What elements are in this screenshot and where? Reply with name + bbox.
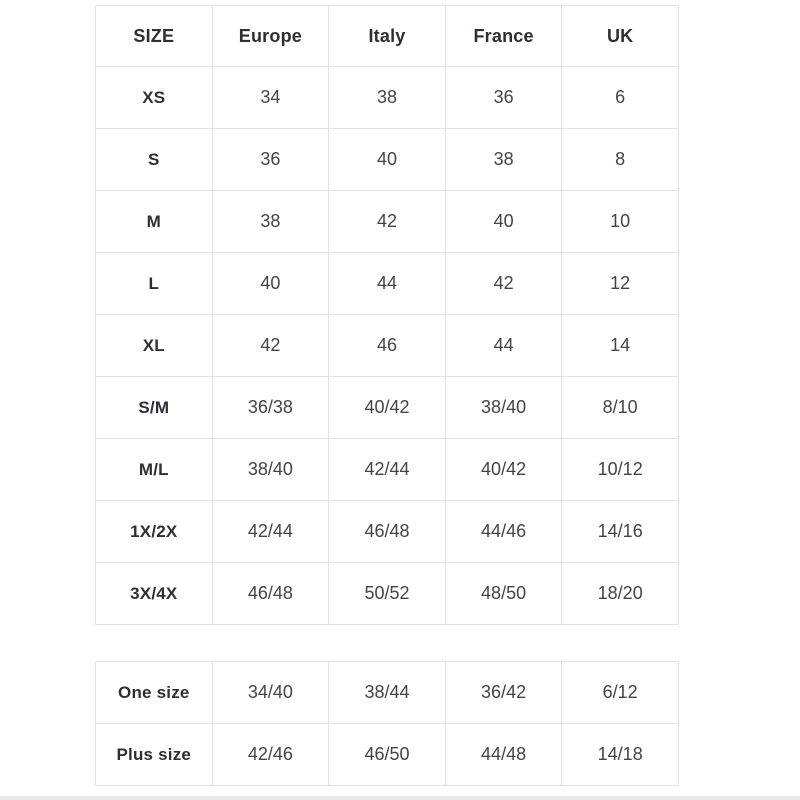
size-value-cell: 46/48 xyxy=(211,562,330,625)
size-label-cell: M xyxy=(95,190,213,253)
table-row: One size 34/40 38/44 36/42 6/12 xyxy=(95,661,679,724)
size-value-cell: 14/18 xyxy=(561,723,679,786)
size-value-cell: 44 xyxy=(328,252,446,315)
size-value-cell: 46/48 xyxy=(328,500,446,563)
table-row: S 36 40 38 8 xyxy=(95,128,679,191)
size-value-cell: 46 xyxy=(328,314,446,377)
size-label-cell: Plus size xyxy=(95,723,213,786)
size-value-cell: 6 xyxy=(561,66,679,129)
size-value-cell: 40 xyxy=(328,128,446,191)
size-value-cell: 36/42 xyxy=(444,661,563,724)
size-value-cell: 42 xyxy=(211,314,330,377)
main-size-table: SIZE Europe Italy France UK XS 34 38 36 6 S 36 40 38… xyxy=(95,5,679,625)
size-value-cell: 36/38 xyxy=(211,376,330,439)
size-value-cell: 42 xyxy=(328,190,446,253)
size-label-cell: M/L xyxy=(95,438,213,501)
size-value-cell: 38/40 xyxy=(444,376,563,439)
size-value-cell: 10 xyxy=(561,190,679,253)
secondary-size-table: One size 34/40 38/44 36/42 6/12 Plus size 42/4… xyxy=(95,661,679,786)
size-chart: SIZE Europe Italy France UK XS 34 38 36 6 S 36 40 38… xyxy=(95,5,679,786)
size-value-cell: 40/42 xyxy=(444,438,563,501)
size-value-cell: 10/12 xyxy=(561,438,679,501)
table-row: XL 42 46 44 14 xyxy=(95,314,679,377)
table-row: M 38 42 40 10 xyxy=(95,190,679,253)
header-cell: France xyxy=(444,5,563,67)
header-row: SIZE Europe Italy France UK xyxy=(95,5,679,67)
size-label-cell: L xyxy=(95,252,213,315)
size-value-cell: 38/44 xyxy=(328,661,446,724)
size-label-cell: XS xyxy=(95,66,213,129)
table-row: L 40 44 42 12 xyxy=(95,252,679,315)
size-value-cell: 36 xyxy=(211,128,330,191)
header-cell: UK xyxy=(561,5,679,67)
size-label-cell: S/M xyxy=(95,376,213,439)
size-value-cell: 40 xyxy=(444,190,563,253)
table-row: XS 34 38 36 6 xyxy=(95,66,679,129)
size-value-cell: 42/44 xyxy=(211,500,330,563)
size-value-cell: 42/44 xyxy=(328,438,446,501)
size-value-cell: 36 xyxy=(444,66,563,129)
header-cell: Europe xyxy=(211,5,330,67)
main-table-body: XS 34 38 36 6 S 36 40 38 8 M 38 42 40 10 L 40 44 42 12 XL 42 4… xyxy=(95,66,679,625)
size-value-cell: 50/52 xyxy=(328,562,446,625)
size-value-cell: 40/42 xyxy=(328,376,446,439)
size-value-cell: 12 xyxy=(561,252,679,315)
size-label-cell: 1X/2X xyxy=(95,500,213,563)
size-value-cell: 18/20 xyxy=(561,562,679,625)
size-label-cell: 3X/4X xyxy=(95,562,213,625)
size-value-cell: 34 xyxy=(211,66,330,129)
header-cell: Italy xyxy=(328,5,446,67)
table-row: 3X/4X 46/48 50/52 48/50 18/20 xyxy=(95,562,679,625)
size-value-cell: 34/40 xyxy=(211,661,330,724)
header-cell: SIZE xyxy=(95,5,213,67)
size-value-cell: 44/48 xyxy=(444,723,563,786)
size-value-cell: 48/50 xyxy=(444,562,563,625)
size-value-cell: 38/40 xyxy=(211,438,330,501)
size-value-cell: 6/12 xyxy=(561,661,679,724)
size-value-cell: 8/10 xyxy=(561,376,679,439)
table-row: M/L 38/40 42/44 40/42 10/12 xyxy=(95,438,679,501)
size-value-cell: 40 xyxy=(211,252,330,315)
table-row: S/M 36/38 40/42 38/40 8/10 xyxy=(95,376,679,439)
size-value-cell: 44/46 xyxy=(444,500,563,563)
footer-divider xyxy=(0,796,800,800)
size-value-cell: 42 xyxy=(444,252,563,315)
table-row: Plus size 42/46 46/50 44/48 14/18 xyxy=(95,723,679,786)
size-label-cell: One size xyxy=(95,661,213,724)
size-value-cell: 42/46 xyxy=(211,723,330,786)
size-value-cell: 38 xyxy=(444,128,563,191)
size-value-cell: 14 xyxy=(561,314,679,377)
size-value-cell: 14/16 xyxy=(561,500,679,563)
size-value-cell: 38 xyxy=(328,66,446,129)
size-value-cell: 44 xyxy=(444,314,563,377)
size-value-cell: 46/50 xyxy=(328,723,446,786)
size-label-cell: S xyxy=(95,128,213,191)
size-label-cell: XL xyxy=(95,314,213,377)
table-row: 1X/2X 42/44 46/48 44/46 14/16 xyxy=(95,500,679,563)
size-value-cell: 38 xyxy=(211,190,330,253)
size-value-cell: 8 xyxy=(561,128,679,191)
secondary-table-body: One size 34/40 38/44 36/42 6/12 Plus size 42/4… xyxy=(95,661,679,786)
main-table-head: SIZE Europe Italy France UK xyxy=(95,5,679,67)
